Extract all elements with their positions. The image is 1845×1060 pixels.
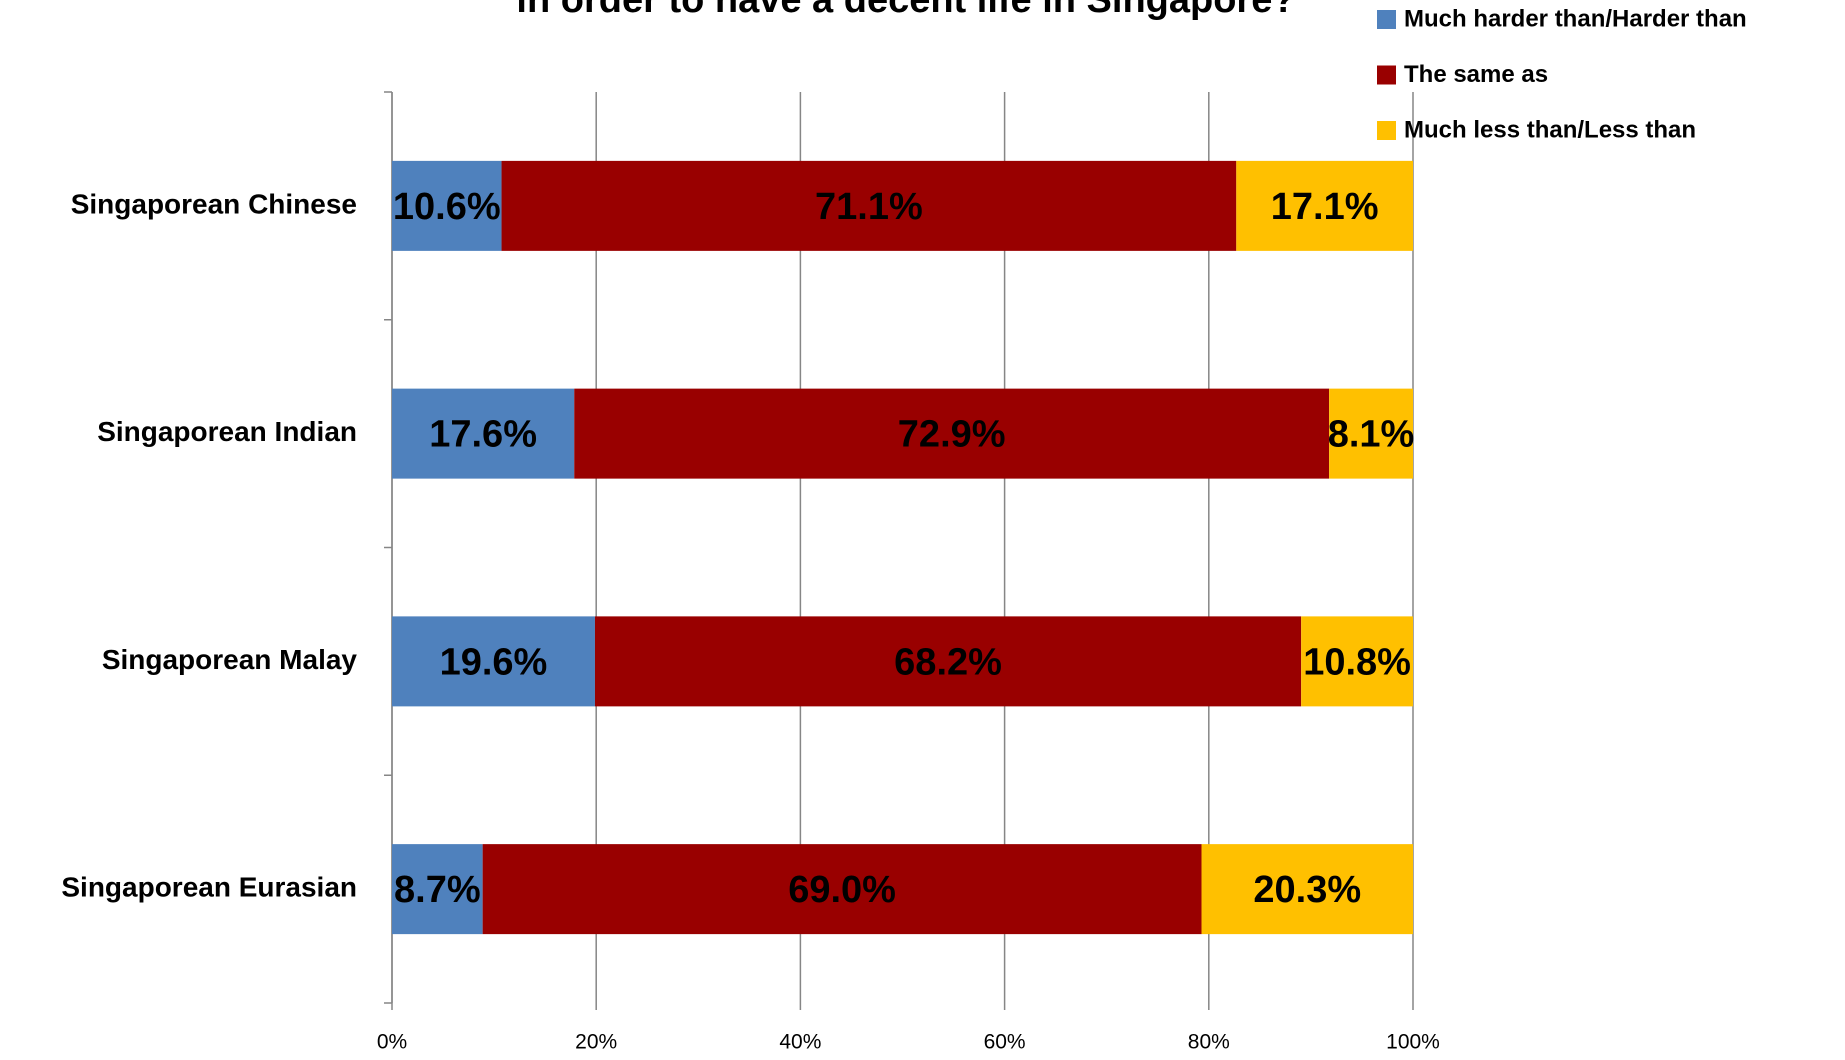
- bar-segment: [1301, 616, 1413, 707]
- data-label: 72.9%: [898, 414, 1006, 456]
- data-label: 8.1%: [1328, 414, 1415, 456]
- bar-segment: [1329, 388, 1413, 479]
- data-label: 8.7%: [394, 869, 481, 911]
- y-tick-label: Singaporean Chinese: [71, 188, 357, 219]
- data-label: 20.3%: [1253, 869, 1361, 911]
- legend-label: The same as: [1404, 61, 1548, 88]
- bar-segment: [501, 160, 1237, 251]
- x-tick-label: 60%: [984, 1031, 1026, 1054]
- bar-segment: [1236, 160, 1413, 251]
- bar-segment: [392, 160, 502, 251]
- x-tick-label: 20%: [575, 1031, 617, 1054]
- chart-title: in order to have a decent life in Singap…: [516, 0, 1295, 21]
- bar-segment: [482, 844, 1202, 935]
- bar-segment: [392, 844, 483, 935]
- legend-swatch: [1377, 10, 1396, 29]
- data-label: 19.6%: [440, 641, 548, 683]
- y-tick-label: Singaporean Indian: [97, 416, 357, 447]
- y-tick-label: Singaporean Eurasian: [61, 872, 357, 903]
- legend-label: Much less than/Less than: [1404, 116, 1696, 143]
- bar-segment: [594, 616, 1302, 707]
- data-label: 10.6%: [393, 186, 501, 228]
- x-tick-label: 80%: [1188, 1031, 1230, 1054]
- legend-swatch: [1377, 65, 1396, 85]
- data-label: 69.0%: [788, 869, 896, 911]
- data-label: 17.6%: [429, 414, 537, 456]
- bar-segment: [574, 388, 1330, 479]
- bar-segment: [392, 388, 575, 479]
- legend-label: Much harder than/Harder than: [1404, 5, 1747, 32]
- data-label: 68.2%: [894, 641, 1002, 683]
- bar-segment: [1201, 844, 1413, 935]
- y-tick-label: Singaporean Malay: [102, 644, 358, 675]
- data-label: 10.8%: [1303, 641, 1411, 683]
- legend-swatch: [1377, 121, 1396, 140]
- x-tick-label: 0%: [377, 1031, 407, 1054]
- x-tick-label: 100%: [1386, 1031, 1440, 1054]
- x-tick-label: 40%: [779, 1031, 821, 1054]
- bar-segment: [392, 616, 595, 707]
- data-label: 71.1%: [815, 186, 923, 228]
- data-label: 17.1%: [1271, 186, 1379, 228]
